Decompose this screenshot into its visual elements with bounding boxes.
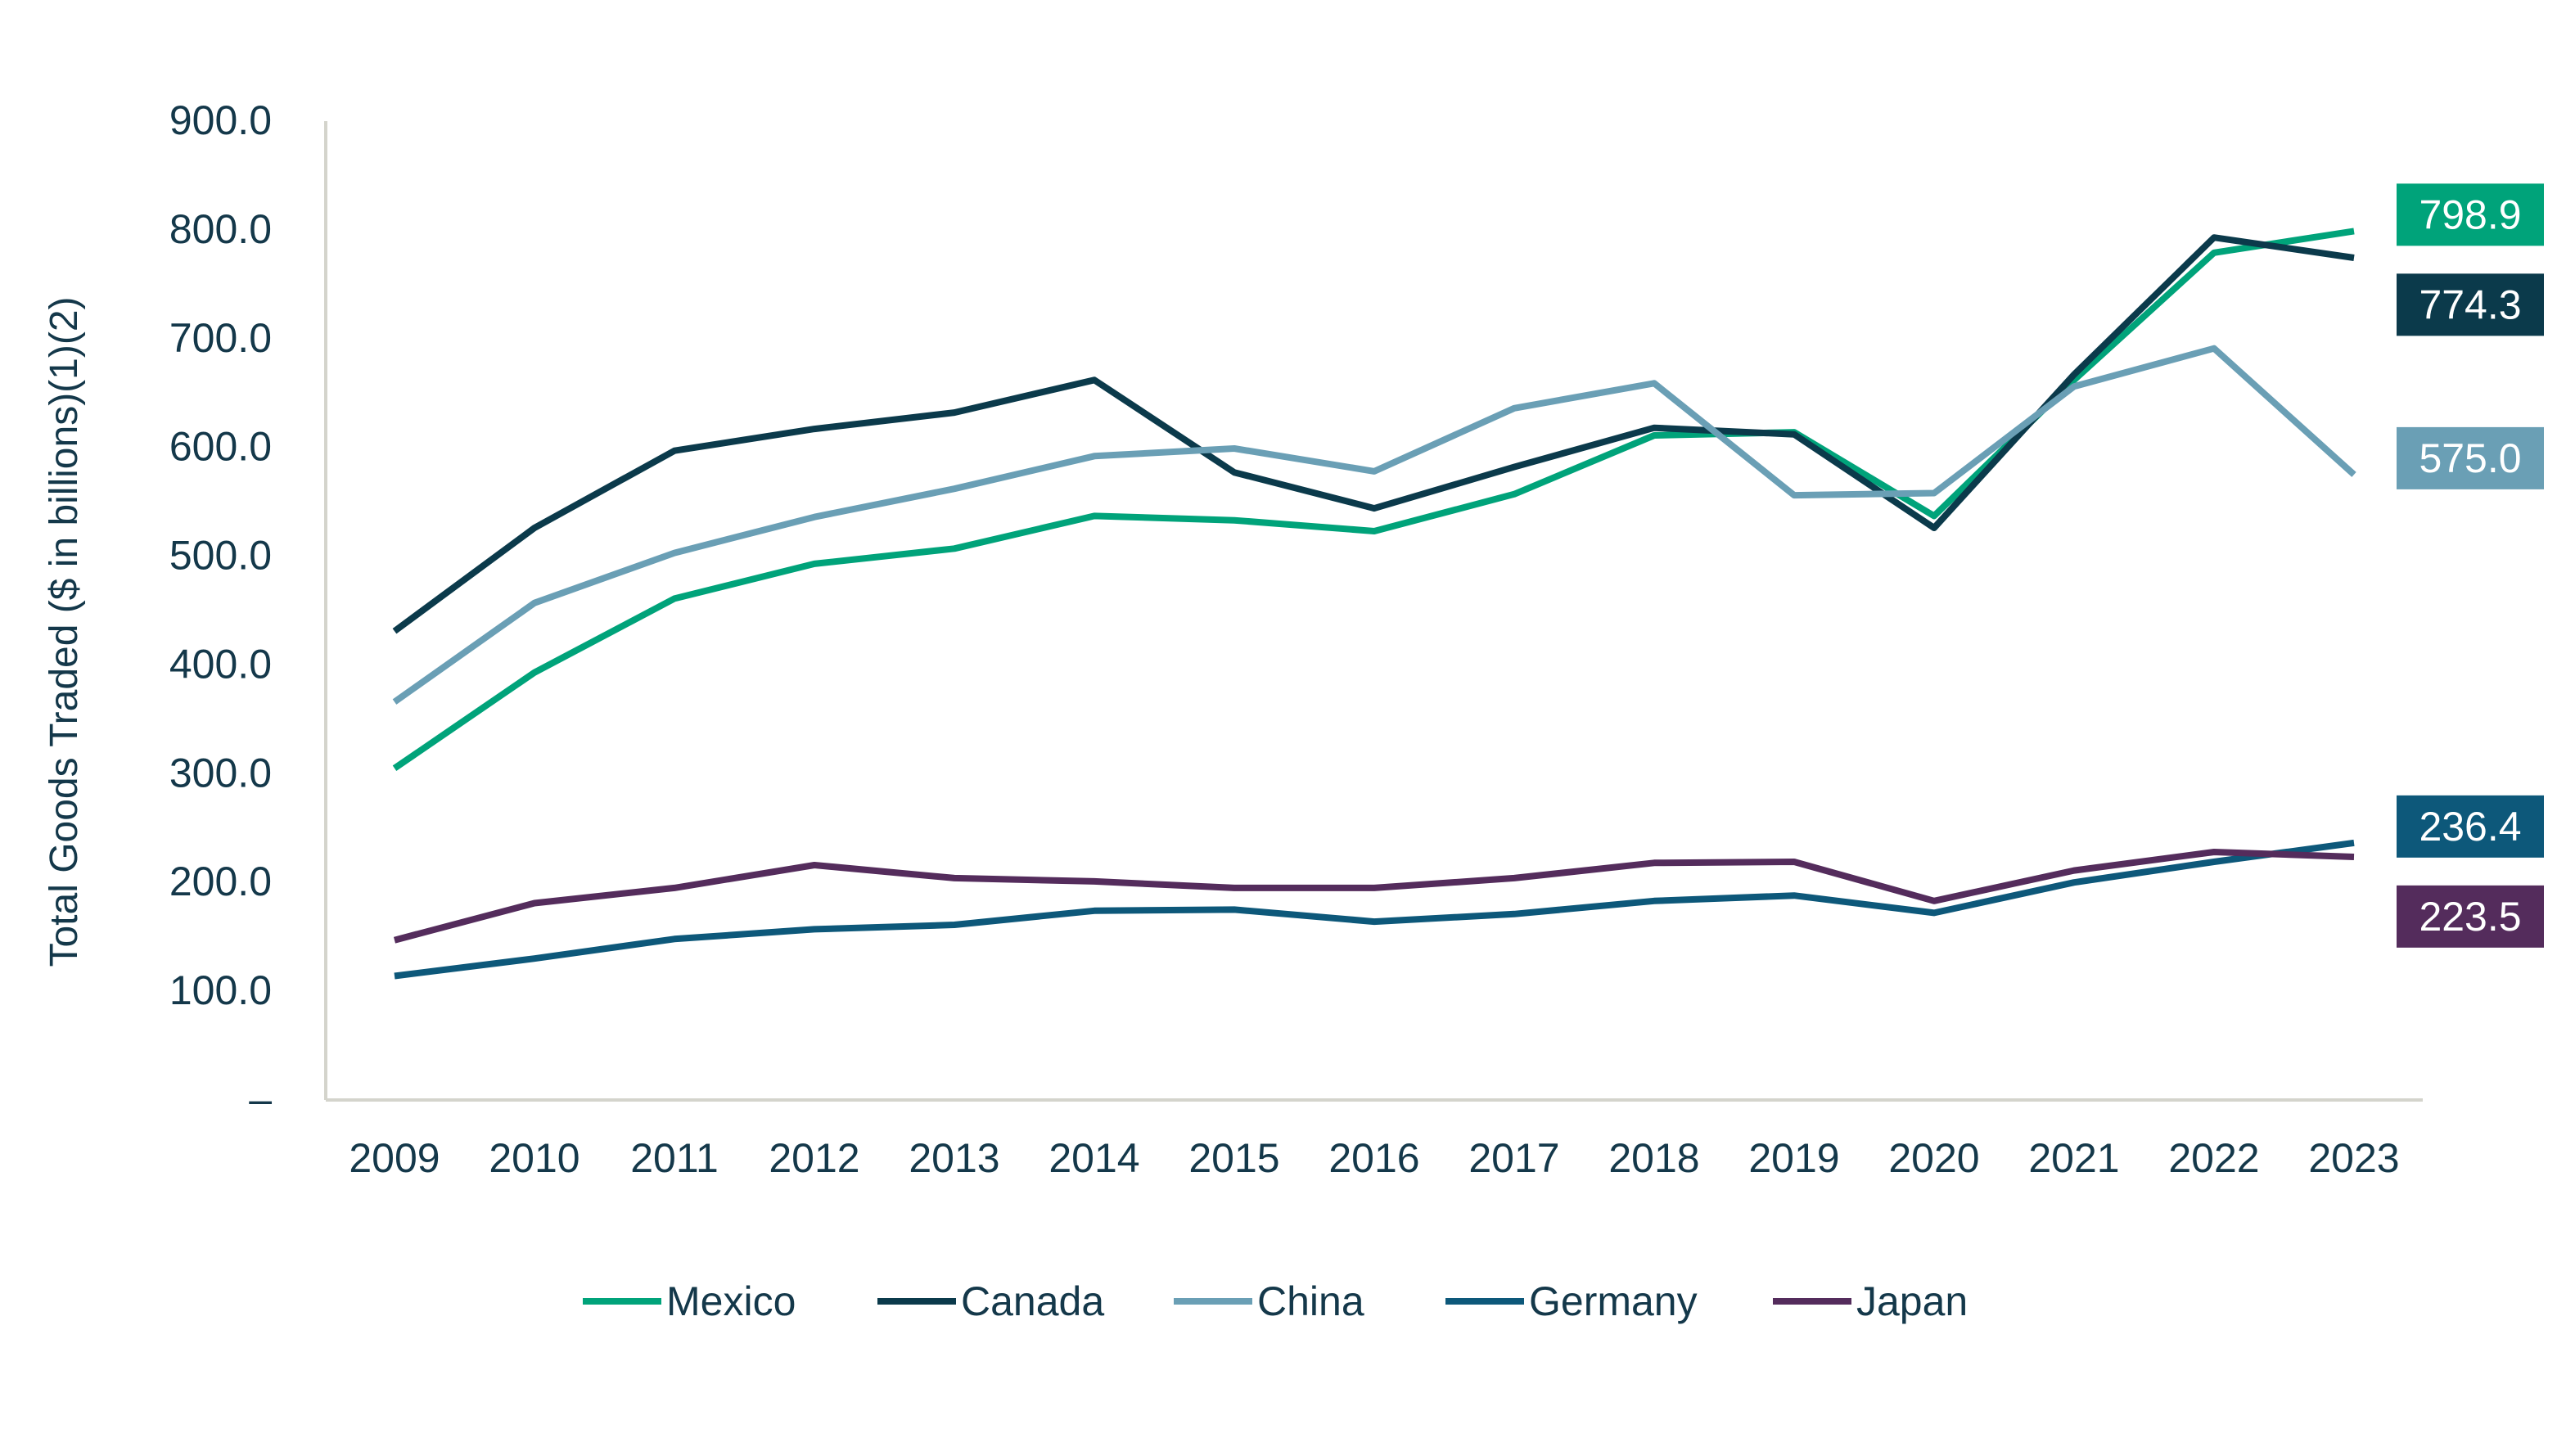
- legend-item-germany: Germany: [1445, 1278, 1698, 1324]
- end-label-box: [2397, 795, 2544, 858]
- y-tick-label: 700.0: [169, 315, 272, 361]
- end-label-japan: 223.5: [2397, 885, 2544, 948]
- x-tick-label: 2012: [769, 1135, 859, 1181]
- legend: Mexico Canada China Germany Japan: [583, 1278, 1968, 1324]
- end-label-mexico: 798.9: [2397, 183, 2544, 246]
- end-label-box: [2397, 426, 2544, 489]
- x-tick-label: 2014: [1049, 1135, 1139, 1181]
- y-axis-title-group: Total Goods Traded ($ in billions)(1)(2): [43, 296, 86, 967]
- x-tick-label: 2009: [349, 1135, 440, 1181]
- end-label-box: [2397, 183, 2544, 246]
- legend-label: China: [1257, 1278, 1364, 1324]
- end-label-china: 575.0: [2397, 426, 2544, 489]
- x-tick-label: 2020: [1888, 1135, 1979, 1181]
- series-line-japan: [393, 849, 2355, 944]
- series-line-china: [392, 345, 2356, 705]
- y-tick-label: 300.0: [169, 750, 272, 796]
- x-tick-label: 2016: [1328, 1135, 1419, 1181]
- y-tick-label: 800.0: [169, 206, 272, 252]
- legend-item-china: China: [1174, 1278, 1364, 1324]
- series-line-mexico: [392, 228, 2355, 772]
- x-tick-label: 2021: [2028, 1135, 2119, 1181]
- legend-label: Mexico: [666, 1278, 796, 1324]
- y-tick-label: 500.0: [169, 533, 272, 579]
- x-tick-label: 2017: [1468, 1135, 1559, 1181]
- y-ticks: – 100.0 200.0 300.0 400.0 500.0 600.0 700.0 800.…: [169, 97, 272, 1122]
- y-tick-label: 900.0: [169, 97, 272, 143]
- y-tick-label: 600.0: [169, 424, 272, 470]
- x-tick-label: 2013: [909, 1135, 999, 1181]
- y-tick-label: 400.0: [169, 641, 272, 687]
- legend-label: Japan: [1856, 1278, 1968, 1324]
- x-tick-label: 2010: [489, 1135, 579, 1181]
- x-tick-label: 2011: [630, 1135, 719, 1181]
- end-label-value: 798.9: [2419, 192, 2521, 237]
- x-tick-label: 2018: [1608, 1135, 1699, 1181]
- end-labels: 798.9 774.3 575.0 236.4 223.5: [2397, 183, 2544, 948]
- y-axis-title: Total Goods Traded ($ in billions)(1)(2): [43, 296, 86, 967]
- y-tick-label: 200.0: [169, 859, 272, 904]
- x-tick-label: 2019: [1748, 1135, 1839, 1181]
- x-tick-label: 2022: [2168, 1135, 2259, 1181]
- series-line-canada: [392, 234, 2355, 634]
- end-label-value: 575.0: [2419, 435, 2521, 481]
- legend-item-japan: Japan: [1773, 1278, 1968, 1324]
- end-label-value: 223.5: [2419, 894, 2521, 940]
- legend-item-mexico: Mexico: [583, 1278, 796, 1324]
- end-label-box: [2397, 273, 2544, 336]
- end-label-value: 236.4: [2419, 804, 2521, 850]
- end-label-box: [2397, 885, 2544, 948]
- legend-label: Canada: [961, 1278, 1104, 1324]
- y-tick-label: –: [249, 1076, 272, 1122]
- y-tick-label: 100.0: [169, 967, 272, 1013]
- x-tick-label: 2015: [1188, 1135, 1279, 1181]
- series-line-germany: [394, 839, 2355, 980]
- axes: [324, 121, 2423, 1102]
- x-tick-label: 2023: [2308, 1135, 2399, 1181]
- end-label-canada: 774.3: [2397, 273, 2544, 336]
- series-lines: [392, 228, 2356, 980]
- end-label-value: 774.3: [2419, 282, 2521, 327]
- end-label-germany: 236.4: [2397, 795, 2544, 858]
- legend-item-canada: Canada: [877, 1278, 1104, 1324]
- legend-label: Germany: [1529, 1278, 1698, 1324]
- x-ticks: 2009 2010 2011 2012 2013 2014 2015 2016 2017 2018…: [349, 1135, 2399, 1181]
